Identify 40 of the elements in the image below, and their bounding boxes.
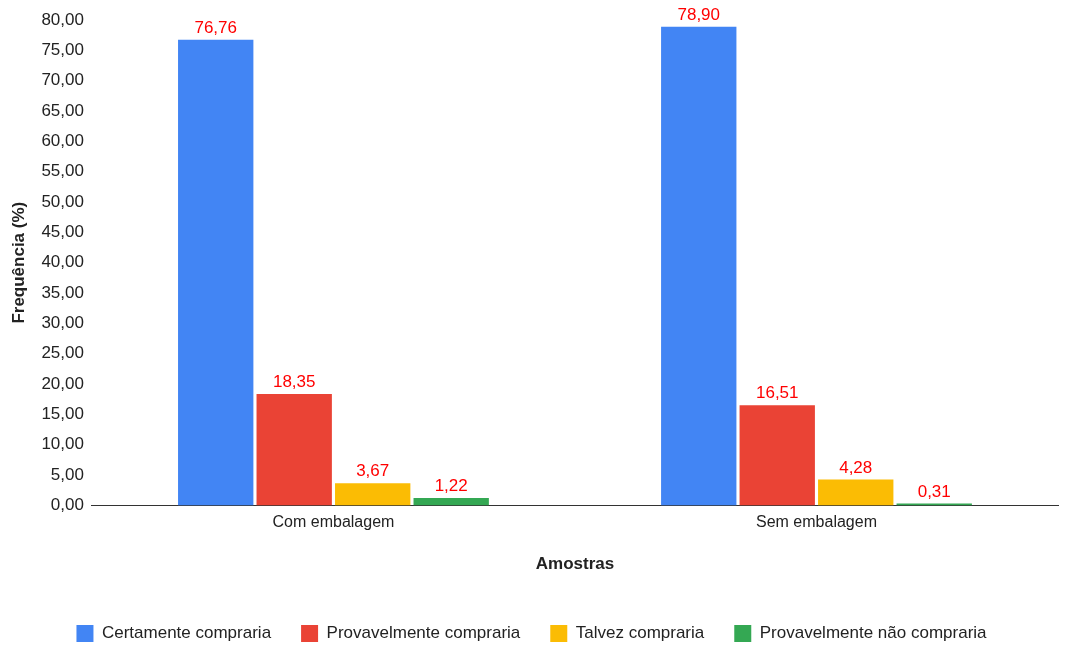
y-tick-label: 30,00 bbox=[41, 313, 84, 333]
data-label: 3,67 bbox=[356, 461, 390, 481]
bar bbox=[335, 483, 411, 506]
bar bbox=[256, 394, 332, 506]
y-tick-label: 55,00 bbox=[41, 161, 84, 181]
data-label: 1,22 bbox=[434, 476, 468, 496]
data-label: 78,90 bbox=[677, 4, 721, 24]
y-tick-label: 80,00 bbox=[41, 9, 84, 29]
data-label: 18,35 bbox=[272, 372, 316, 392]
legend-label: Provavelmente compraria bbox=[326, 623, 521, 643]
data-label: 16,51 bbox=[755, 383, 799, 403]
data-label: 4,28 bbox=[839, 457, 873, 477]
legend-label: Certamente compraria bbox=[101, 623, 272, 643]
x-axis-title: Amostras bbox=[535, 554, 615, 574]
bar bbox=[739, 405, 815, 506]
legend-label: Talvez compraria bbox=[575, 623, 705, 643]
y-axis-title: Frequência (%) bbox=[8, 201, 28, 324]
y-tick-label: 25,00 bbox=[41, 343, 84, 363]
y-tick-label: 70,00 bbox=[41, 70, 84, 90]
y-tick-label: 10,00 bbox=[41, 434, 84, 454]
y-tick-label: 75,00 bbox=[41, 40, 84, 60]
y-tick-label: 50,00 bbox=[41, 191, 84, 211]
bar bbox=[661, 26, 737, 506]
y-tick-label: 0,00 bbox=[50, 495, 84, 515]
x-tick-label: Com embalagem bbox=[272, 513, 395, 531]
bar bbox=[818, 479, 894, 506]
data-label: 0,31 bbox=[917, 481, 951, 501]
y-tick-label: 65,00 bbox=[41, 100, 84, 120]
x-tick-label: Sem embalagem bbox=[756, 513, 877, 531]
data-label: 76,76 bbox=[194, 17, 237, 37]
y-tick-label: 5,00 bbox=[50, 464, 84, 484]
y-tick-label: 15,00 bbox=[41, 404, 84, 424]
y-tick-label: 45,00 bbox=[41, 222, 84, 242]
y-tick-label: 35,00 bbox=[41, 282, 84, 302]
bar bbox=[413, 498, 489, 506]
legend-label: Provavelmente não compraria bbox=[759, 623, 988, 643]
y-tick-label: 20,00 bbox=[41, 373, 84, 393]
bar bbox=[178, 39, 254, 506]
y-tick-label: 60,00 bbox=[41, 131, 84, 151]
y-tick-label: 40,00 bbox=[41, 252, 84, 272]
